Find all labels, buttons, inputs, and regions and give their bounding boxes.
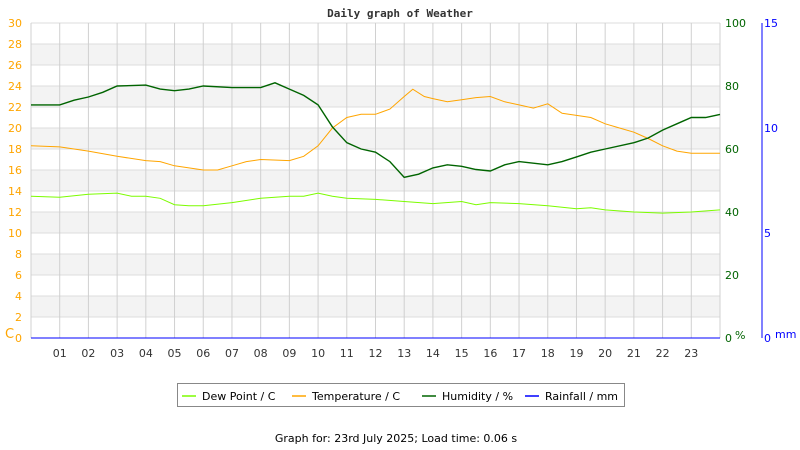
x-tick-label: 13 — [397, 347, 411, 360]
right-tick-label: 60 — [725, 143, 739, 156]
x-tick-label: 12 — [369, 347, 383, 360]
legend-label: Humidity / % — [442, 390, 513, 403]
chart-title: Daily graph of Weather — [327, 7, 473, 20]
x-tick-label: 09 — [282, 347, 296, 360]
left-tick-label: 14 — [8, 185, 22, 198]
series-line-dew — [30, 192, 721, 214]
legend: Dew Point / C Temperature / C Humidity / %… — [177, 383, 625, 407]
x-tick-label: 08 — [254, 347, 268, 360]
legend-label: Dew Point / C — [202, 390, 276, 403]
x-tick-label: 01 — [53, 347, 67, 360]
footer-text: Graph for: 23rd July 2025; Load time: 0.… — [275, 432, 518, 445]
right-axis-unit: % — [735, 329, 745, 342]
x-tick-label: 16 — [483, 347, 497, 360]
left-tick-label: 24 — [8, 80, 22, 93]
x-tick-label: 14 — [426, 347, 440, 360]
x-tick-label: 05 — [168, 347, 182, 360]
right-tick-label: 40 — [725, 206, 739, 219]
left-tick-label: 4 — [15, 290, 22, 303]
left-tick-label: 12 — [8, 206, 22, 219]
legend-label: Rainfall / mm — [545, 390, 618, 403]
series-line-temperature — [30, 88, 720, 171]
left-tick-label: 20 — [8, 122, 22, 135]
x-tick-label: 21 — [627, 347, 641, 360]
x-tick-label: 22 — [656, 347, 670, 360]
right-tick-label: 0 — [725, 332, 732, 345]
left-tick-label: 16 — [8, 164, 22, 177]
x-tick-label: 18 — [541, 347, 555, 360]
x-tick-label: 19 — [569, 347, 583, 360]
legend-label: Temperature / C — [311, 390, 400, 403]
far-right-tick-label: 15 — [764, 17, 778, 30]
left-tick-label: 6 — [15, 269, 22, 282]
left-tick-label: 10 — [8, 227, 22, 240]
x-tick-label: 17 — [512, 347, 526, 360]
left-tick-label: 30 — [8, 17, 22, 30]
right-tick-label: 80 — [725, 80, 739, 93]
left-tick-label: 28 — [8, 38, 22, 51]
right-tick-label: 100 — [725, 17, 746, 30]
left-tick-label: 2 — [15, 311, 22, 324]
x-tick-label: 03 — [110, 347, 124, 360]
left-tick-label: 8 — [15, 248, 22, 261]
x-tick-label: 04 — [139, 347, 153, 360]
legend-box — [177, 383, 625, 407]
far-right-axis-unit: mm — [775, 328, 796, 341]
x-tick-label: 07 — [225, 347, 239, 360]
x-tick-label: 10 — [311, 347, 325, 360]
left-axis-unit: C — [5, 327, 14, 342]
left-tick-label: 18 — [8, 143, 22, 156]
far-right-tick-label: 0 — [764, 332, 771, 345]
x-tick-label: 20 — [598, 347, 612, 360]
far-right-tick-label: 5 — [764, 227, 771, 240]
x-tick-label: 23 — [684, 347, 698, 360]
x-tick-label: 02 — [81, 347, 95, 360]
x-tick-label: 15 — [455, 347, 469, 360]
series-line-humidity — [31, 82, 721, 179]
right-tick-label: 20 — [725, 269, 739, 282]
left-tick-label: 22 — [8, 101, 22, 114]
far-right-tick-label: 10 — [764, 122, 778, 135]
x-tick-label: 06 — [196, 347, 210, 360]
left-tick-label: 0 — [15, 332, 22, 345]
x-tick-label: 11 — [340, 347, 354, 360]
left-tick-label: 26 — [8, 59, 22, 72]
